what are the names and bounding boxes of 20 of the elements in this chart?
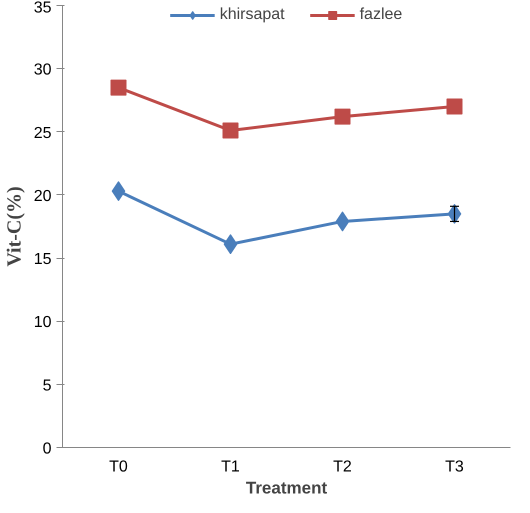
legend-label: khirsapat bbox=[220, 6, 285, 24]
x-axis-title: Treatment bbox=[246, 478, 328, 498]
y-tick-label: 15 bbox=[34, 251, 52, 268]
x-tick-label: T3 bbox=[445, 458, 464, 476]
y-tick-label: 10 bbox=[34, 314, 52, 332]
y-tick-label: 35 bbox=[34, 0, 52, 16]
point bbox=[110, 80, 126, 96]
y-tick-label: 5 bbox=[42, 377, 52, 394]
x-tick-label: T1 bbox=[221, 458, 240, 476]
y-tick-label: 25 bbox=[34, 124, 52, 142]
point bbox=[334, 108, 350, 125]
point bbox=[446, 98, 462, 115]
x-tick-label: T2 bbox=[333, 458, 352, 476]
point bbox=[222, 122, 238, 139]
x-tick-label: T0 bbox=[109, 458, 128, 476]
y-tick-label: 30 bbox=[34, 62, 52, 79]
y-axis-title: Vit-C(%) bbox=[4, 186, 26, 267]
y-tick-label: 0 bbox=[42, 440, 52, 458]
y-tick-label: 20 bbox=[34, 188, 52, 205]
legend-label: fazlee bbox=[360, 6, 402, 24]
